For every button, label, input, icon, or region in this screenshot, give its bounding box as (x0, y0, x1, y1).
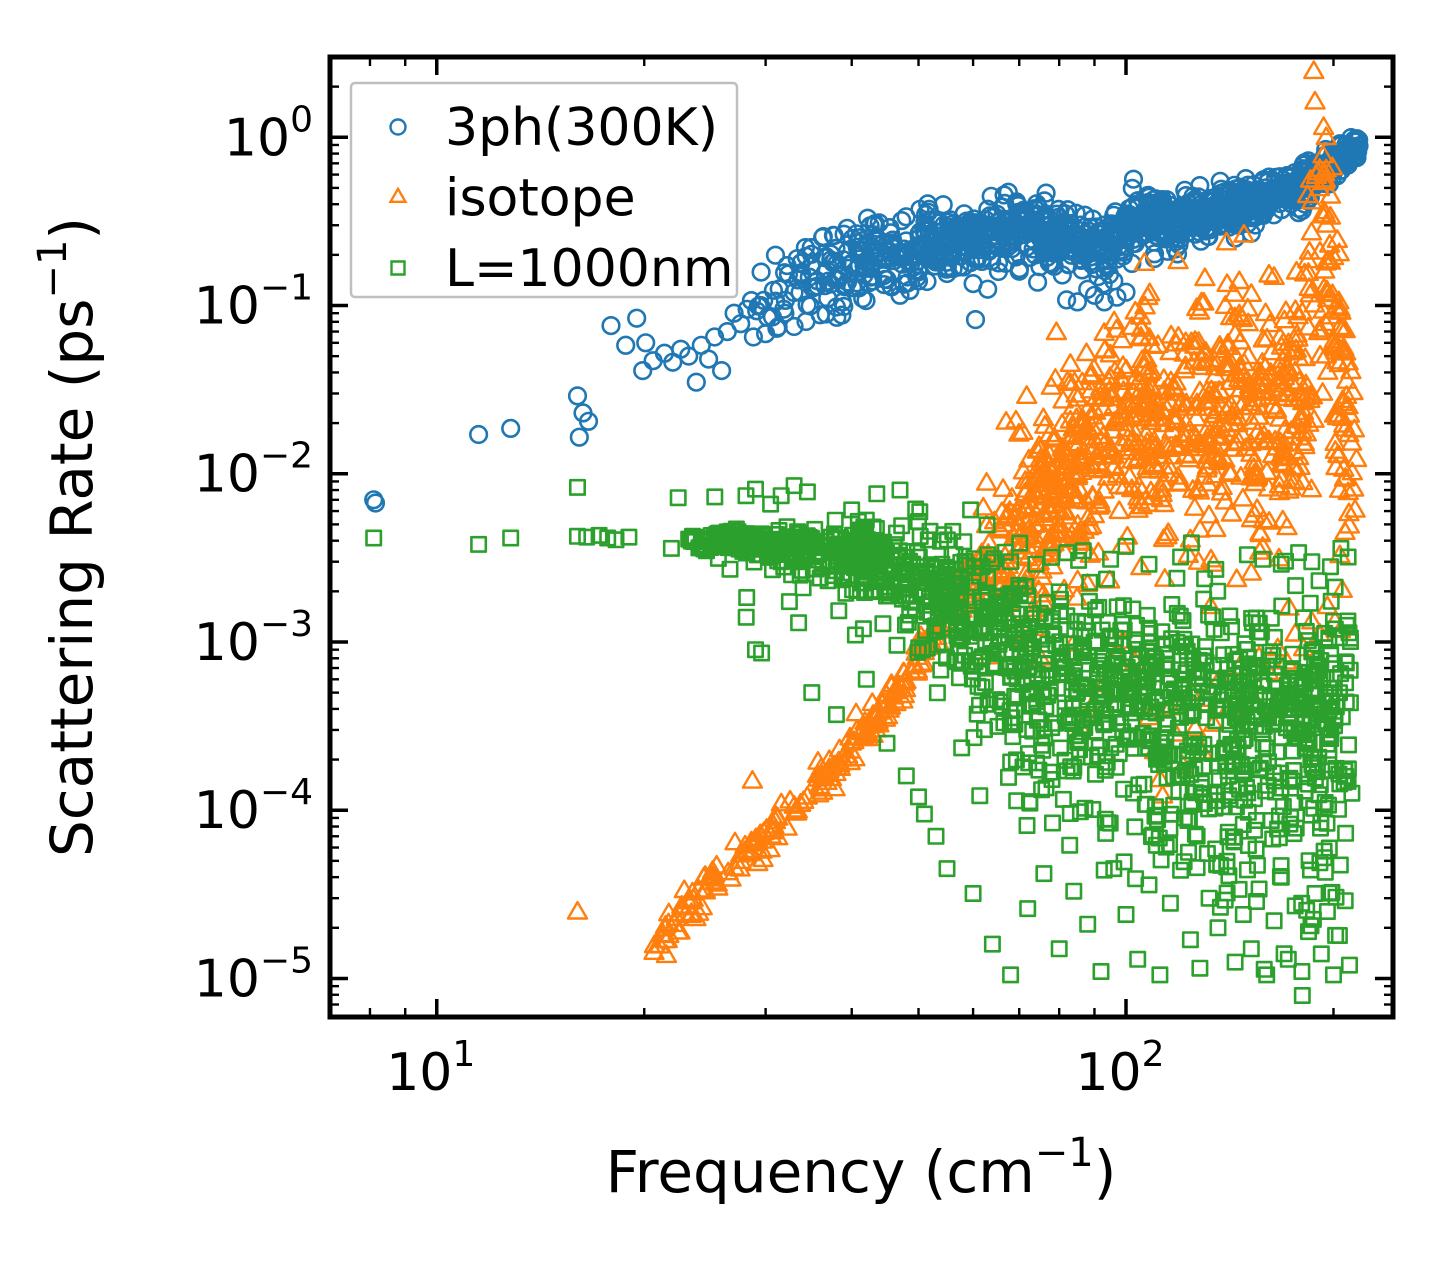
legend-marker-circle-icon (389, 118, 407, 136)
x-tick-label: 102 (1075, 1034, 1164, 1103)
tick-labels: 101 102 100 10−1 10−2 10−3 10−4 10−5 (194, 99, 1165, 1103)
y-tick-label: 10−2 (194, 436, 313, 505)
x-tick-label: 101 (386, 1034, 475, 1103)
legend-box (349, 81, 739, 299)
legend-label: isotope (445, 169, 636, 229)
x-axis-label: Frequency (cm−1) (606, 1130, 1117, 1206)
legend-label: L=1000nm (445, 239, 734, 299)
y-tick-label: 10−1 (194, 268, 313, 337)
y-tick-label: 10−3 (194, 604, 313, 673)
y-tick-label: 10−5 (194, 940, 313, 1009)
legend-marker-square-icon (390, 260, 406, 276)
legend: 3ph(300K) isotope L=1000nm (349, 81, 739, 299)
legend-label: 3ph(300K) (445, 98, 718, 158)
y-axis-label: Scattering Rate (ps−1) (30, 217, 106, 857)
plot-border (327, 54, 1396, 1020)
series-l1000nm-points (365, 477, 1361, 1004)
legend-marker-triangle-icon (388, 186, 408, 203)
y-tick-label: 10−4 (194, 772, 313, 841)
series-isotope-points (566, 60, 1368, 964)
y-tick-label: 100 (224, 99, 313, 168)
data-points (364, 60, 1369, 1004)
series-3ph300k-points (364, 128, 1369, 513)
